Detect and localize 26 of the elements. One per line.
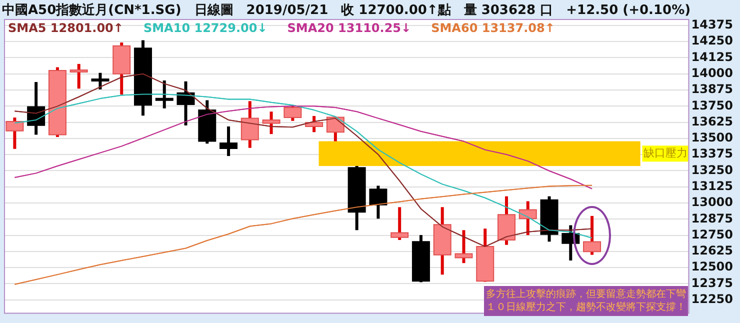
chart-title: 中國A50指數近月(CN*1.SG) 日線圖 2019/05/21 收 12700.00↑點 量 303628 口 +12.50 (+0.10%): [2, 2, 691, 19]
y-tick-label: 12500: [691, 260, 733, 274]
text: SMA5 12801.00↑: [8, 21, 124, 35]
y-tick-label: 13000: [691, 195, 733, 210]
y-tick-label: 13375: [691, 146, 733, 161]
y-tick-label: 14125: [691, 50, 733, 64]
text: SMA60 13137.08↑: [431, 21, 555, 35]
y-tick-label: 12625: [691, 244, 733, 258]
y-tick-label: 12375: [691, 276, 733, 290]
y-tick-label: 13500: [691, 130, 733, 145]
band-label: 缺口壓力: [643, 146, 688, 160]
y-tick-label: 13875: [691, 82, 733, 96]
annotation: 多方往上攻擊的痕跡，但要留意走勢都在下彎: [486, 288, 686, 301]
text: SMA20 13110.25↓: [287, 21, 412, 35]
y-tick-label: 13750: [691, 98, 733, 112]
text: SMA10 12729.00↓: [143, 21, 268, 35]
y-tick-label: 12750: [691, 227, 733, 242]
y-tick-label: 14375: [691, 18, 733, 32]
y-tick-label: 13250: [691, 162, 733, 177]
y-tick-label: 14000: [691, 66, 733, 80]
y-tick-label: 12875: [691, 211, 733, 226]
y-tick-label: 12250: [691, 292, 733, 306]
y-tick-label: 13625: [691, 114, 733, 128]
annotation: １０日線壓力之下，趨勢不改變將下探支撐！: [486, 301, 686, 314]
y-tick-label: 13125: [691, 179, 733, 194]
y-tick-label: 14250: [691, 34, 733, 48]
